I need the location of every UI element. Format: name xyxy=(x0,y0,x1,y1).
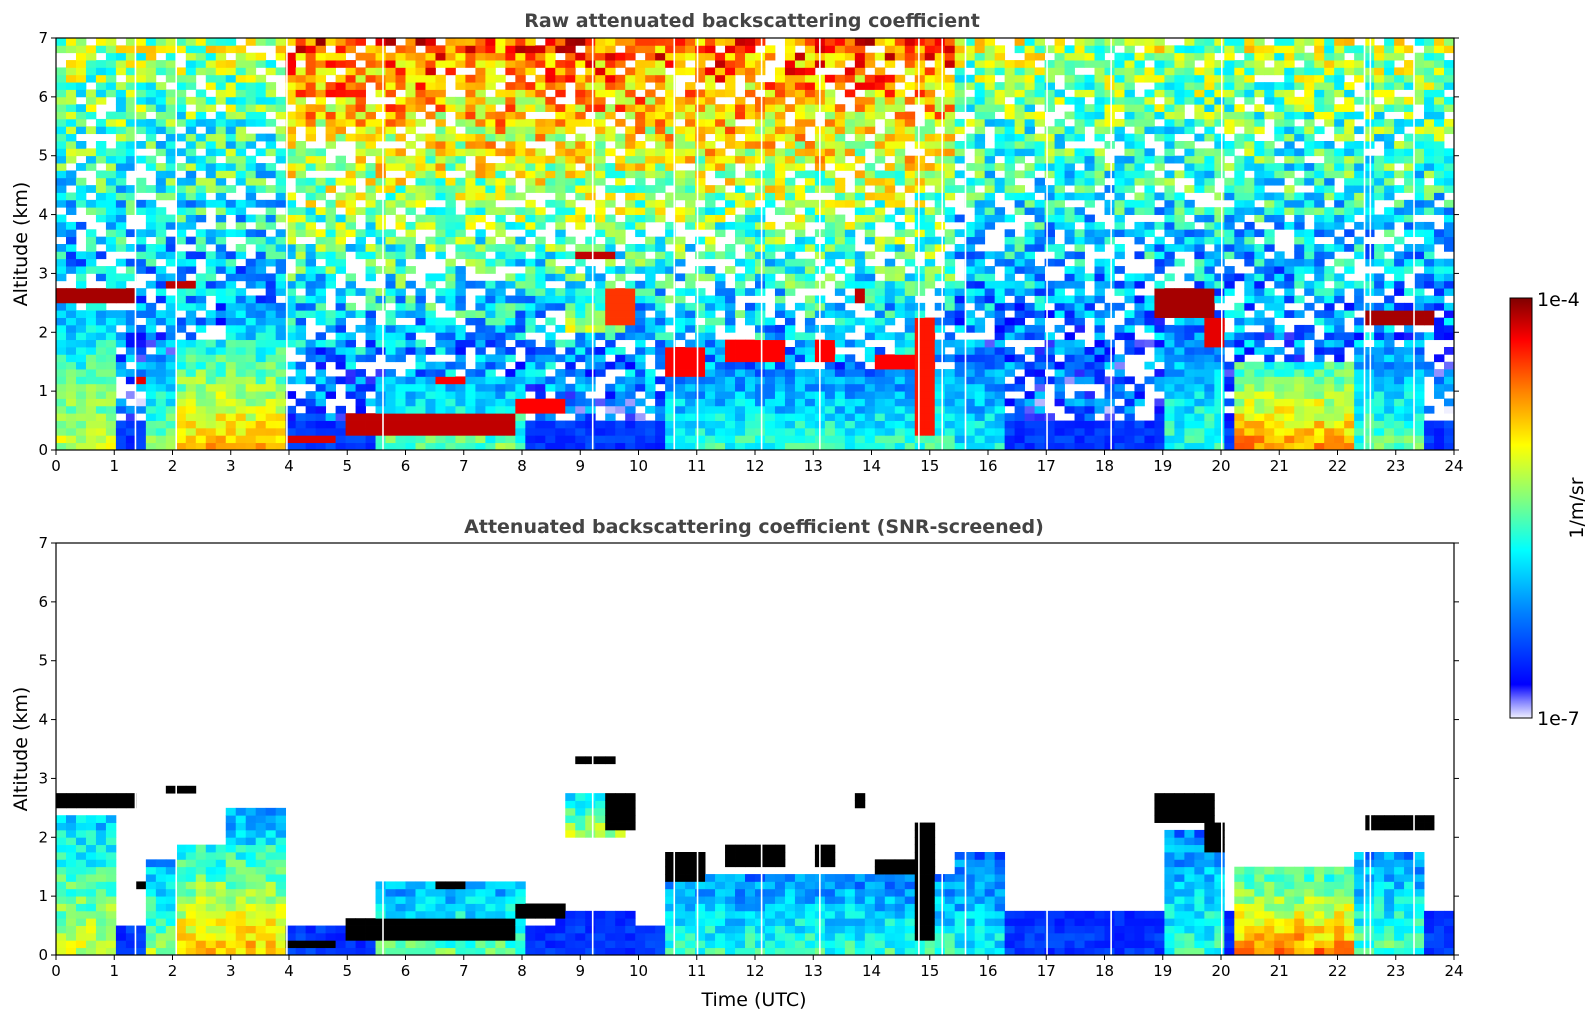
y-tick-label: 5 xyxy=(38,652,48,670)
colorbar-min-label: 1e-7 xyxy=(1537,708,1580,730)
x-tick-label: 10 xyxy=(629,962,648,980)
chart-title: Raw attenuated backscattering coefficien… xyxy=(524,10,980,32)
x-tick-label: 24 xyxy=(1444,457,1463,475)
x-tick-label: 3 xyxy=(226,457,236,475)
x-tick-label: 23 xyxy=(1386,962,1405,980)
x-axis-ticks: 0 1 2 3 4 5 6 7 8 9 10 11 12 13 14 15 16 17 18 19 20 21 22 23 24 xyxy=(51,450,1464,475)
x-tick-label: 7 xyxy=(459,457,469,475)
x-tick-label: 12 xyxy=(745,962,764,980)
x-tick-label: 13 xyxy=(804,962,823,980)
x-tick-label: 22 xyxy=(1328,457,1347,475)
x-tick-label: 8 xyxy=(517,962,527,980)
y-tick-label: 1 xyxy=(38,382,48,400)
y-tick-label: 2 xyxy=(38,828,48,846)
x-tick-label: 0 xyxy=(51,962,61,980)
colorbar-gradient xyxy=(1509,297,1533,719)
x-tick-label: 9 xyxy=(575,457,585,475)
x-tick-label: 19 xyxy=(1153,962,1172,980)
raw-backscatter-panel: Raw attenuated backscattering coefficien… xyxy=(10,10,1464,475)
plot-area xyxy=(56,38,1455,451)
x-tick-label: 23 xyxy=(1386,457,1405,475)
y-axis-label: Altitude (km) xyxy=(10,182,32,307)
x-tick-label: 12 xyxy=(745,457,764,475)
x-tick-label: 10 xyxy=(629,457,648,475)
x-tick-label: 13 xyxy=(804,457,823,475)
y-tick-label: 7 xyxy=(38,29,48,47)
x-tick-label: 14 xyxy=(862,457,881,475)
x-tick-label: 6 xyxy=(401,457,411,475)
x-tick-label: 2 xyxy=(168,962,178,980)
x-tick-label: 2 xyxy=(168,457,178,475)
y-tick-label: 3 xyxy=(38,769,48,787)
y-tick-label: 3 xyxy=(38,264,48,282)
x-tick-label: 19 xyxy=(1153,457,1172,475)
x-tick-label: 8 xyxy=(517,457,527,475)
y-tick-label: 1 xyxy=(38,887,48,905)
x-tick-label: 1 xyxy=(109,962,119,980)
y-axis-ticks: 0 1 2 3 4 5 6 7 xyxy=(38,29,1459,459)
x-tick-label: 20 xyxy=(1211,962,1230,980)
y-axis-ticks: 0 1 2 3 4 5 6 7 xyxy=(38,534,1459,964)
x-tick-label: 11 xyxy=(687,962,706,980)
x-axis-ticks: 0 1 2 3 4 5 6 7 8 9 10 11 12 13 14 15 16 17 18 19 20 21 22 23 24 xyxy=(51,955,1464,980)
x-axis-label: Time (UTC) xyxy=(700,989,806,1011)
x-tick-label: 24 xyxy=(1444,962,1463,980)
x-tick-label: 11 xyxy=(687,457,706,475)
y-axis-label: Altitude (km) xyxy=(10,687,32,812)
y-tick-label: 5 xyxy=(38,147,48,165)
x-tick-label: 21 xyxy=(1270,962,1289,980)
x-tick-label: 20 xyxy=(1211,457,1230,475)
x-tick-label: 16 xyxy=(978,962,997,980)
x-tick-label: 22 xyxy=(1328,962,1347,980)
x-tick-label: 3 xyxy=(226,962,236,980)
colorbar-unit-label: 1/m/sr xyxy=(1566,477,1588,538)
plot-area xyxy=(56,543,1455,956)
x-tick-label: 4 xyxy=(284,457,294,475)
x-tick-label: 1 xyxy=(109,457,119,475)
x-tick-label: 6 xyxy=(401,962,411,980)
x-tick-label: 18 xyxy=(1095,962,1114,980)
y-tick-label: 4 xyxy=(38,206,48,224)
snr-screened-panel: Attenuated backscattering coefficient (S… xyxy=(10,516,1464,1011)
x-tick-label: 17 xyxy=(1037,962,1056,980)
chart-title: Attenuated backscattering coefficient (S… xyxy=(464,516,1044,538)
x-tick-label: 5 xyxy=(342,962,352,980)
y-tick-label: 2 xyxy=(38,323,48,341)
x-tick-label: 15 xyxy=(920,962,939,980)
y-tick-label: 6 xyxy=(38,88,48,106)
y-tick-label: 0 xyxy=(38,441,48,459)
colorbar: 1e-4 1e-7 1/m/sr xyxy=(1509,289,1588,730)
x-tick-label: 5 xyxy=(342,457,352,475)
x-tick-label: 7 xyxy=(459,962,469,980)
x-tick-label: 16 xyxy=(978,457,997,475)
x-tick-label: 0 xyxy=(51,457,61,475)
y-tick-label: 7 xyxy=(38,534,48,552)
x-tick-label: 14 xyxy=(862,962,881,980)
y-tick-label: 6 xyxy=(38,593,48,611)
x-tick-label: 21 xyxy=(1270,457,1289,475)
colorbar-max-label: 1e-4 xyxy=(1537,289,1580,311)
x-tick-label: 15 xyxy=(920,457,939,475)
x-tick-label: 18 xyxy=(1095,457,1114,475)
x-tick-label: 17 xyxy=(1037,457,1056,475)
y-tick-label: 0 xyxy=(38,946,48,964)
x-tick-label: 4 xyxy=(284,962,294,980)
y-tick-label: 4 xyxy=(38,711,48,729)
x-tick-label: 9 xyxy=(575,962,585,980)
